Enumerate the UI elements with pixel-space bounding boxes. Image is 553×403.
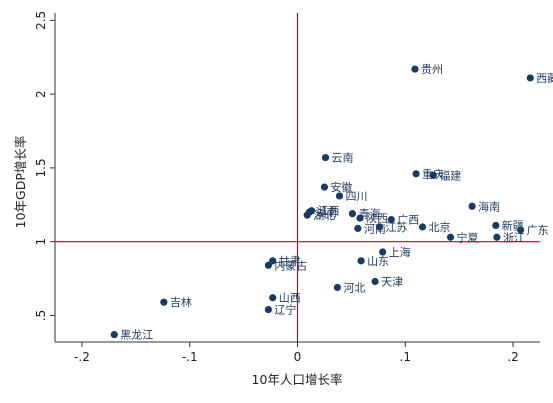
data-point <box>354 224 362 232</box>
data-point <box>493 233 501 241</box>
data-point <box>357 257 365 265</box>
data-point <box>429 171 437 179</box>
point-label: 河南 <box>364 222 386 235</box>
point-label: 安徽 <box>330 180 352 194</box>
point-label: 福建 <box>439 168 461 182</box>
y-tick-label: 2.5 <box>34 11 48 30</box>
point-label: 贵州 <box>421 63 443 76</box>
point-label: 内蒙古 <box>274 258 307 272</box>
point-label: 山东 <box>367 255 389 268</box>
point-label: 四川 <box>346 190 368 203</box>
data-point <box>412 170 420 178</box>
point-label: 吉林 <box>170 295 192 309</box>
point-label: 北京 <box>429 220 451 234</box>
y-axis: .5 1 1.5 2 2.5 <box>34 11 55 321</box>
point-label: 黑龙江 <box>120 329 153 342</box>
point-label: 辽宁 <box>274 303 296 317</box>
data-points: 西藏贵州云南重庆福建安徽四川海南江西湖南湖北青海陕西广西河南江苏北京新疆广东宁夏… <box>110 63 553 342</box>
reference-lines <box>55 13 540 342</box>
point-label: 广西 <box>397 214 419 227</box>
data-point <box>446 233 455 241</box>
data-point <box>335 192 344 200</box>
point-label: 湖北 <box>313 209 335 222</box>
data-point <box>418 223 427 231</box>
x-axis: -.2 -.1 0 .1 .2 <box>74 342 519 364</box>
point-label: 广东 <box>527 224 549 237</box>
data-point <box>375 223 384 231</box>
data-point <box>411 65 419 73</box>
y-tick-label: 2 <box>34 90 48 98</box>
y-axis-title: 10年GDP增长率 <box>13 136 28 229</box>
point-label: 浙江 <box>503 231 525 244</box>
point-label: 上海 <box>389 245 411 259</box>
x-tick-label: .1 <box>400 350 411 364</box>
point-label: 海南 <box>478 199 500 213</box>
data-point <box>492 221 500 230</box>
data-point <box>333 283 341 292</box>
data-point <box>379 248 387 256</box>
data-point <box>371 277 379 286</box>
x-tick-label: -.2 <box>74 350 90 364</box>
point-label: 陕西 <box>366 211 388 225</box>
point-label: 江苏 <box>385 221 407 234</box>
y-tick-label: .5 <box>34 310 48 321</box>
data-point <box>356 214 364 222</box>
data-point <box>468 202 476 210</box>
data-point <box>517 226 525 234</box>
point-label: 甘肃 <box>279 255 301 268</box>
x-tick-label: .2 <box>507 350 518 364</box>
point-label: 山西 <box>279 292 301 305</box>
data-point <box>264 305 272 314</box>
data-point <box>303 211 311 219</box>
y-tick-label: 1.5 <box>34 158 48 177</box>
point-label: 青海 <box>358 207 380 221</box>
point-label: 天津 <box>381 276 403 289</box>
point-label: 江西 <box>318 205 340 218</box>
point-label: 宁夏 <box>457 230 479 244</box>
data-point <box>269 257 277 265</box>
data-point <box>160 298 168 306</box>
data-point <box>269 294 277 302</box>
data-point <box>526 74 534 82</box>
data-point <box>320 183 329 191</box>
data-point <box>387 215 395 224</box>
point-label: 西藏 <box>536 72 553 85</box>
point-label: 云南 <box>332 152 354 165</box>
data-point <box>264 261 272 269</box>
x-tick-label: 0 <box>294 350 302 364</box>
data-point <box>110 331 118 339</box>
data-point <box>348 210 357 218</box>
data-point <box>321 153 330 162</box>
x-tick-label: -.1 <box>182 350 198 364</box>
y-tick-label: 1 <box>34 238 48 246</box>
point-label: 湖南 <box>315 206 337 219</box>
x-axis-title: 10年人口增长率 <box>252 372 343 387</box>
point-label: 河北 <box>343 281 365 294</box>
